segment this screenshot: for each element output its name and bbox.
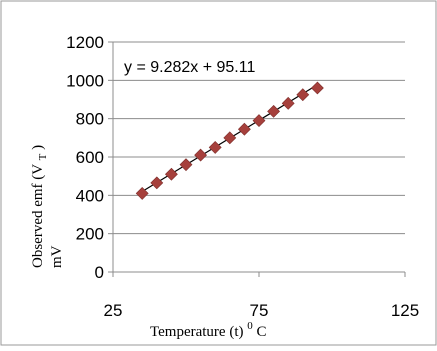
x-axis-label-unit: C: [256, 324, 266, 340]
data-point: [281, 96, 295, 110]
y-axis-label-subscript: T: [37, 153, 49, 160]
y-axis-label: Observed emf (V T ): [30, 145, 50, 268]
data-point: [208, 140, 222, 154]
y-tick-label: 600: [76, 148, 104, 167]
data-point: [135, 186, 149, 200]
x-axis-label-main: Temperature (t): [150, 324, 243, 340]
x-tick-label: 75: [250, 301, 269, 320]
y-axis-label-unit: mV: [49, 245, 65, 268]
y-tick-labels: 0 200 400 600 800 1000 1200: [66, 33, 104, 282]
x-axis-label: Temperature (t) 0 C: [150, 317, 267, 340]
y-tick-label: 0: [95, 263, 104, 282]
data-point: [267, 104, 281, 118]
data-point: [223, 131, 237, 145]
y-tick-label: 400: [76, 186, 104, 205]
x-tick-label: 25: [104, 301, 123, 320]
y-tick-label: 800: [76, 110, 104, 129]
data-point: [237, 122, 251, 136]
y-tick-label: 200: [76, 225, 104, 244]
data-point: [150, 176, 164, 190]
data-point: [164, 167, 178, 181]
x-axis-label-degree: 0: [247, 320, 253, 332]
grid-lines: [113, 41, 405, 235]
axes: [108, 41, 406, 277]
data-point: [194, 148, 208, 162]
y-axis-label-main: Observed emf (V: [30, 164, 46, 268]
data-point: [296, 88, 310, 102]
y-tick-label: 1000: [66, 71, 104, 90]
x-tick-labels: 25 75 125: [104, 301, 420, 320]
y-tick-label: 1200: [66, 33, 104, 52]
data-points: [135, 81, 324, 200]
data-point: [252, 114, 266, 128]
data-point: [179, 158, 193, 172]
trendline-equation: y = 9.282x + 95.11: [124, 59, 255, 76]
data-point: [310, 81, 324, 95]
x-tick-label: 125: [391, 301, 419, 320]
y-axis-label-close: ): [30, 145, 46, 150]
